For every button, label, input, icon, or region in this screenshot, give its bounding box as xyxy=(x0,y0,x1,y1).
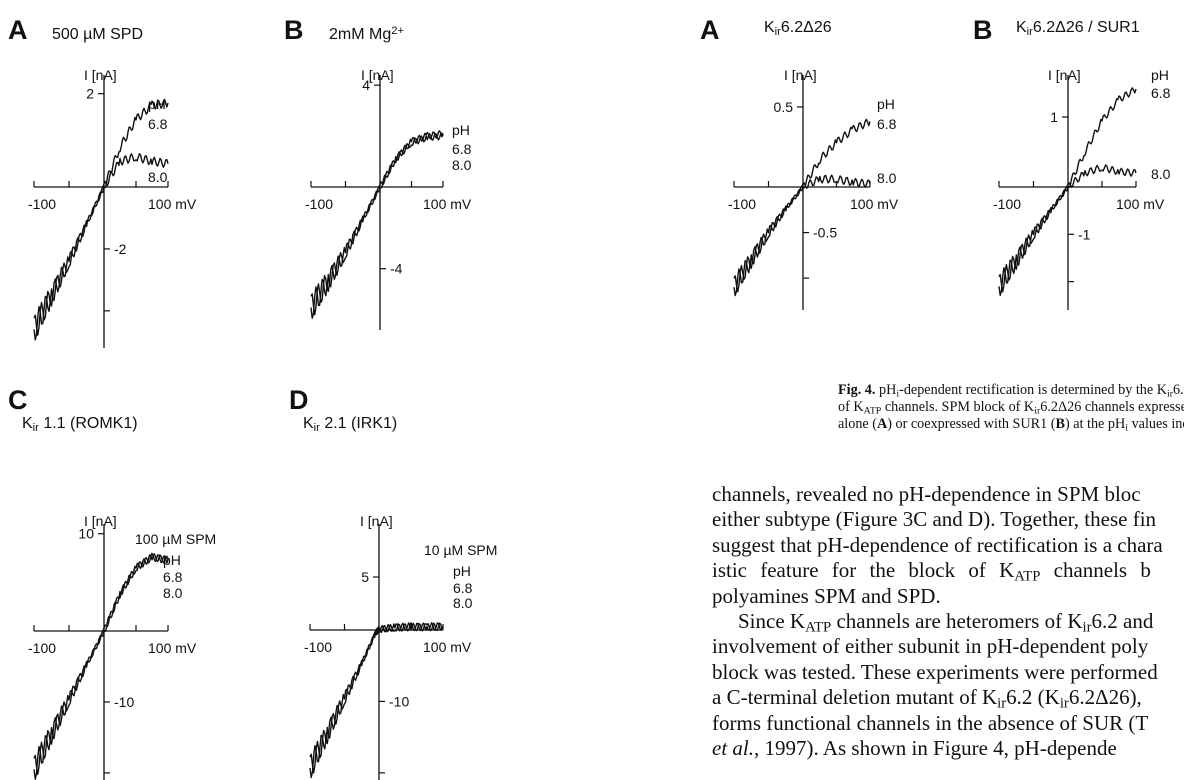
panel-b-ylabel: I [nA] xyxy=(361,67,394,83)
panel-d-legend-6-8: 6.8 xyxy=(453,580,473,596)
panel-c-legend-8-0: 8.0 xyxy=(163,585,183,601)
fig4-panel-b-condition: Kir6.2Δ26 / SUR1 xyxy=(1016,19,1140,38)
panel-c-condition: Kir 1.1 (ROMK1) xyxy=(22,415,138,434)
fig4-panel-b-legend-title: pH xyxy=(1151,67,1169,83)
panel-1-x-tick-label-pos: 100 mV xyxy=(148,196,197,212)
panel-6-x-tick-label-neg: -100 xyxy=(993,196,1021,212)
fig4-panel-a-legend-8-0: 8.0 xyxy=(877,170,897,186)
panel-b-legend-8-0: 8.0 xyxy=(452,157,472,173)
panel-3-trace-ph-6-8 xyxy=(33,552,169,780)
fig4-panel-a-legend-6-8: 6.8 xyxy=(877,116,897,132)
panel-1-y-tick-label-neg: -2 xyxy=(114,241,127,257)
panel-5-x-tick-label-neg: -100 xyxy=(728,196,756,212)
fig4-panel-a-ylabel: I [nA] xyxy=(784,67,817,83)
body-line: et al., 1997). As shown in Figure 4, pH-… xyxy=(712,736,1117,761)
caption-label: Fig. 4. xyxy=(838,382,876,398)
panel-d-ylabel: I [nA] xyxy=(360,513,393,529)
panel-3-trace-ph-8-0 xyxy=(33,553,169,775)
panel-5-y-tick-label-neg: -0.5 xyxy=(813,225,837,241)
caption-line-2: of KATP channels. SPM block of Kir6.2Δ26… xyxy=(838,399,1184,417)
panel-4-y-tick-label-pos: 5 xyxy=(361,569,369,585)
fig4-panel-letter-a: A xyxy=(700,15,720,45)
body-line: suggest that pH-dependence of rectificat… xyxy=(712,532,1163,557)
panel-5-trace-ph-6-8 xyxy=(733,118,871,297)
panel-c-legend-title: pH xyxy=(163,552,181,568)
figure-4-caption: Fig. 4. pHi-dependent rectification is d… xyxy=(838,382,1184,434)
fig4-panel-a-legend-title: pH xyxy=(877,96,895,112)
panel-1-trace-ph-6-8 xyxy=(33,98,169,341)
panel-c-legend-6-8: 6.8 xyxy=(163,569,183,585)
body-line: channels, revealed no pH-dependence in S… xyxy=(712,482,1141,506)
panel-letter-b: B xyxy=(284,15,304,45)
body-line: Since KATP channels are heteromers of Ki… xyxy=(738,609,1154,636)
fig4-panel-b-legend-6-8: 6.8 xyxy=(1151,85,1171,101)
panel-2-trace-ph-6-8 xyxy=(310,130,444,319)
panel-d-legend-8-0: 8.0 xyxy=(453,595,473,611)
panel-3-x-tick-label-neg: -100 xyxy=(28,640,56,656)
panel-2-trace-ph-8-0 xyxy=(310,132,444,316)
panel-6-y-tick-label-neg: -1 xyxy=(1078,226,1091,242)
panel-a-legend-8-0: 8.0 xyxy=(148,169,168,185)
fig4-panel-b-legend-8-0: 8.0 xyxy=(1151,166,1171,182)
panel-4-x-tick-label-neg: -100 xyxy=(304,639,332,655)
fig4-panel-a-condition: Kir6.2Δ26 xyxy=(764,19,832,38)
panel-2-y-tick-label-pos: 4 xyxy=(362,77,370,93)
caption-line-1: pHi-dependent rectification is determine… xyxy=(878,382,1184,400)
body-line: block was tested. These experiments were… xyxy=(712,659,1158,684)
panel-letter-c: C xyxy=(8,385,28,415)
panel-4-x-tick-label-pos: 100 mV xyxy=(423,639,472,655)
body-line: a C-terminal deletion mutant of Kir6.2 (… xyxy=(712,685,1142,712)
panel-b-legend-title: pH xyxy=(452,122,470,138)
panel-d-block-label: 10 µM SPM xyxy=(424,542,498,558)
panel-1-x-tick-label-neg: -100 xyxy=(28,196,56,212)
body-line: either subtype (Figure 3C and D). Togeth… xyxy=(712,507,1157,532)
panel-5-y-tick-label-pos: 0.5 xyxy=(774,99,794,115)
panel-4-trace-ph-8-0 xyxy=(309,622,444,774)
panel-3-y-tick-label-neg: -10 xyxy=(114,694,134,710)
panel-c-block-label: 100 µM SPM xyxy=(135,531,217,547)
panel-d-legend-title: pH xyxy=(453,563,471,579)
article-body-text: channels, revealed no pH-dependence in S… xyxy=(712,482,1184,780)
fig4-panel-letter-b: B xyxy=(973,15,993,45)
body-line: involvement of either subunit in pH-depe… xyxy=(712,634,1149,659)
panel-a-condition: 500 µM SPD xyxy=(52,26,144,43)
panel-6-x-tick-label-pos: 100 mV xyxy=(1116,196,1165,212)
panel-6-y-tick-label-pos: 1 xyxy=(1050,109,1058,125)
panel-d-condition: Kir 2.1 (IRK1) xyxy=(303,415,398,434)
panel-c-ylabel: I [nA] xyxy=(84,513,117,529)
panel-a-legend-6-8: 6.8 xyxy=(148,116,168,132)
body-line: istic feature for the block of KATP chan… xyxy=(712,558,1151,585)
panel-letter-a: A xyxy=(8,15,28,45)
panel-5-x-tick-label-pos: 100 mV xyxy=(850,196,899,212)
panel-b-legend-6-8: 6.8 xyxy=(452,141,472,157)
panel-6-trace-ph-6-8 xyxy=(998,87,1137,296)
panel-2-y-tick-label-neg: -4 xyxy=(390,261,403,277)
panel-4-y-tick-label-neg: -10 xyxy=(389,693,409,709)
fig4-panel-b-ylabel: I [nA] xyxy=(1048,67,1081,83)
panel-1-trace-ph-8-0 xyxy=(33,152,169,336)
body-line: polyamines SPM and SPD. xyxy=(712,583,941,608)
panel-3-x-tick-label-pos: 100 mV xyxy=(148,640,197,656)
panel-5-trace-ph-8-0 xyxy=(733,174,871,293)
panel-b-condition: 2mM Mg2+ xyxy=(329,24,404,43)
panel-letter-d: D xyxy=(289,385,309,415)
panel-6-trace-ph-8-0 xyxy=(998,164,1137,293)
panel-2-x-tick-label-neg: -100 xyxy=(305,196,333,212)
body-line: forms functional channels in the absence… xyxy=(712,710,1149,735)
panel-a-ylabel: I [nA] xyxy=(84,67,117,83)
panel-2-x-tick-label-pos: 100 mV xyxy=(423,196,472,212)
panel-3-y-tick-label-pos: 10 xyxy=(78,526,94,542)
caption-line-3: alone (A) or coexpressed with SUR1 (B) a… xyxy=(838,416,1184,434)
panel-1-y-tick-label-pos: 2 xyxy=(86,86,94,102)
